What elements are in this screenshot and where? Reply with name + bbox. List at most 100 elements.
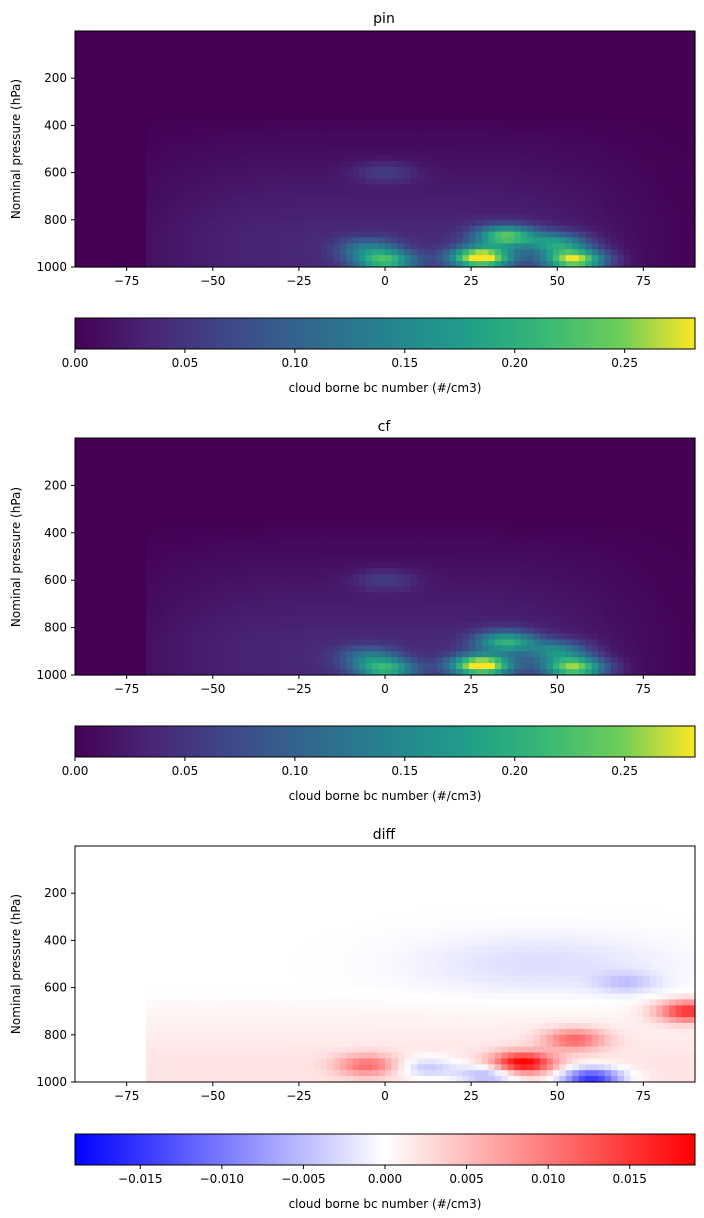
heatmap-cell bbox=[242, 225, 250, 233]
heatmap-cell bbox=[107, 60, 115, 67]
heatmap-cell bbox=[120, 479, 128, 486]
heatmap-cell bbox=[636, 66, 644, 73]
heatmap-cell bbox=[126, 101, 134, 109]
heatmap-cell bbox=[578, 443, 586, 451]
heatmap-cell bbox=[565, 42, 573, 50]
heatmap-cell bbox=[559, 101, 567, 109]
heatmap-cell bbox=[397, 491, 405, 498]
heatmap-cell bbox=[139, 208, 147, 215]
heatmap-cell bbox=[133, 219, 141, 227]
heatmap-cell bbox=[255, 225, 263, 233]
heatmap-cell bbox=[197, 213, 205, 221]
heatmap-cell bbox=[520, 143, 528, 150]
heatmap-cell bbox=[249, 190, 257, 197]
heatmap-cell bbox=[365, 95, 373, 103]
heatmap-cell bbox=[81, 78, 89, 85]
heatmap-cell bbox=[281, 101, 289, 109]
heatmap-cell bbox=[494, 225, 502, 233]
heatmap-cell bbox=[391, 95, 399, 103]
heatmap-cell bbox=[313, 497, 322, 504]
heatmap-cell bbox=[585, 78, 593, 85]
heatmap-cell bbox=[656, 261, 664, 268]
heatmap-cell bbox=[313, 125, 322, 132]
heatmap-cell bbox=[87, 42, 95, 50]
heatmap-cell bbox=[391, 66, 399, 73]
heatmap-cell bbox=[669, 125, 677, 132]
heatmap-cell bbox=[100, 90, 108, 97]
heatmap-cell bbox=[294, 113, 302, 121]
heatmap-cell bbox=[301, 143, 309, 150]
heatmap-cell bbox=[443, 190, 451, 197]
heatmap-cell bbox=[301, 95, 309, 103]
heatmap-cell bbox=[430, 473, 438, 481]
heatmap-cell bbox=[223, 467, 231, 475]
heatmap-cell bbox=[623, 60, 632, 67]
heatmap-cell bbox=[527, 143, 535, 150]
heatmap-cell bbox=[662, 473, 670, 481]
heatmap-cell bbox=[540, 202, 548, 209]
heatmap-cell bbox=[249, 137, 257, 144]
heatmap-cell bbox=[346, 467, 354, 475]
heatmap-cell bbox=[100, 131, 108, 138]
heatmap-cell bbox=[669, 485, 677, 492]
heatmap-cell bbox=[133, 36, 141, 44]
heatmap-cell bbox=[598, 143, 606, 150]
heatmap-cell bbox=[662, 455, 670, 463]
heatmap-cell bbox=[682, 113, 690, 121]
heatmap-cell bbox=[171, 125, 179, 132]
heatmap-cell bbox=[604, 143, 612, 150]
heatmap-cell bbox=[669, 491, 677, 498]
heatmap-cell bbox=[578, 178, 586, 185]
heatmap-cell bbox=[320, 231, 328, 239]
heatmap-cell bbox=[552, 491, 560, 498]
heatmap-cell bbox=[565, 190, 573, 197]
heatmap-cell bbox=[152, 184, 160, 191]
heatmap-cell bbox=[662, 261, 670, 268]
heatmap-cell bbox=[107, 42, 115, 50]
heatmap-cell bbox=[410, 143, 418, 150]
heatmap-cell bbox=[100, 143, 108, 150]
heatmap-cell bbox=[449, 36, 457, 44]
heatmap-cell bbox=[410, 84, 418, 91]
heatmap-cell bbox=[352, 72, 360, 79]
heatmap-cell bbox=[171, 208, 179, 215]
heatmap-cell bbox=[449, 172, 457, 180]
heatmap-cell bbox=[139, 42, 147, 50]
heatmap-cell bbox=[527, 66, 535, 73]
heatmap-cell bbox=[623, 160, 632, 168]
heatmap-cell bbox=[275, 497, 283, 504]
heatmap-cell bbox=[217, 443, 225, 451]
heatmap-cell bbox=[397, 36, 405, 44]
heatmap-cell bbox=[94, 467, 102, 475]
heatmap-cell bbox=[417, 485, 425, 492]
heatmap-cell bbox=[275, 196, 283, 203]
heatmap-cell bbox=[572, 213, 580, 221]
heatmap-cell bbox=[100, 491, 108, 498]
heatmap-cell bbox=[262, 72, 270, 79]
heatmap-cell bbox=[146, 497, 154, 504]
heatmap-cell bbox=[339, 84, 347, 91]
heatmap-cell bbox=[572, 143, 580, 150]
heatmap-cell bbox=[462, 172, 470, 180]
heatmap-cell bbox=[372, 190, 380, 197]
heatmap-cell bbox=[339, 461, 347, 469]
heatmap-cell bbox=[294, 213, 302, 221]
heatmap-cell bbox=[365, 54, 373, 62]
heatmap-cell bbox=[643, 479, 651, 486]
heatmap-cell bbox=[100, 149, 108, 156]
heatmap-cell bbox=[559, 443, 567, 451]
heatmap-cell bbox=[591, 172, 599, 180]
heatmap-cell bbox=[184, 243, 192, 250]
heatmap-cell bbox=[514, 196, 522, 203]
heatmap-cell bbox=[585, 42, 593, 50]
heatmap-cell bbox=[339, 443, 347, 451]
heatmap-cell bbox=[643, 160, 651, 168]
heatmap-cell bbox=[275, 90, 283, 97]
heatmap-cell bbox=[346, 497, 354, 504]
heatmap-cell bbox=[481, 107, 489, 115]
heatmap-cell bbox=[158, 503, 167, 510]
heatmap-cell bbox=[397, 137, 405, 144]
heatmap-cell bbox=[391, 42, 399, 50]
heatmap-cell bbox=[236, 503, 244, 510]
heatmap-cell bbox=[527, 491, 535, 498]
